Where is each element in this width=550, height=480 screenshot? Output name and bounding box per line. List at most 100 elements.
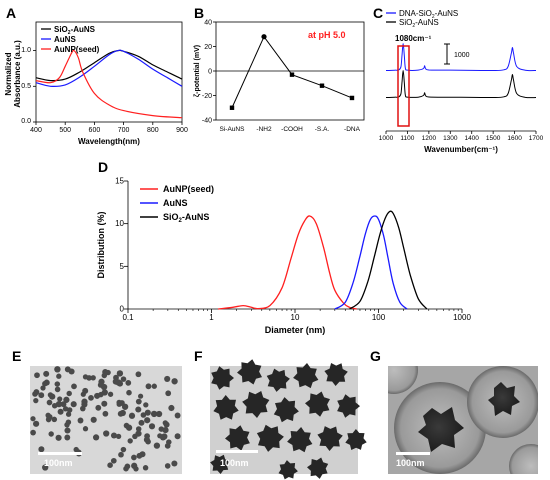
tem-gold-nanoparticle [80,405,86,412]
panel-d-ytick-3: 15 [115,177,124,186]
tem-gold-nanoparticle [116,399,122,406]
panel-a-xtick-1: 500 [59,127,71,134]
tem-gold-nanoparticle [40,385,46,391]
tem-gold-nanoparticle [51,402,58,409]
tem-gold-nanoparticle [57,396,63,402]
tem-gold-nanoparticle [135,426,142,432]
tem-gold-nanoparticle [95,404,102,411]
tem-gold-nanoparticle [116,380,124,387]
panel-a-legend-label-2: AuNP(seed) [54,45,100,54]
tem-gold-nanoparticle [97,382,104,388]
panel-d: D 0 5 10 15 0.1 1 10 100 1000 Diameter (… [96,159,471,335]
panel-a-xtick-3: 700 [118,127,130,134]
tem-gold-nanoparticle [135,430,142,437]
tem-gold-nanoparticle [32,420,40,427]
tem-gold-nanostar [266,368,290,392]
panel-b-ytick-3: 20 [204,44,212,51]
tem-silica-sphere [509,444,538,474]
panel-b-ylabel: ζ-potential (mV) [194,45,201,97]
panel-b-ticks [213,21,216,121]
tem-gold-nanoparticle [64,434,71,441]
tem-gold-nanostar [210,454,230,474]
tem-gold-nanoparticle [107,391,114,397]
tem-gold-nanoparticle [110,457,117,464]
panel-b-point [229,105,235,110]
tem-gold-nanoparticle [144,409,151,416]
tem-gold-nanoparticle [168,404,175,412]
panel-c-xtick-7: 1700 [529,135,544,142]
tem-gold-nanoparticle [54,381,61,387]
tem-gold-nanoparticle [38,446,45,453]
panel-c-lines [385,42,537,99]
tem-gold-nanoparticle [121,403,129,410]
tem-silica-sphere [388,366,418,394]
tem-gold-nanoparticle [54,386,61,393]
tem-gold-nanoparticle [115,433,122,440]
panel-a-lines [35,49,183,119]
tem-gold-nanoparticle [77,417,84,424]
panel-c: C 1080cm⁻¹ 1000 1000 1100 1200 1300 1400… [373,5,544,154]
panel-b-point [319,83,325,88]
tem-gold-nanoparticle [171,378,178,385]
panel-e-scale-bar [38,452,82,455]
panel-c-xtick-1: 1100 [400,135,414,142]
tem-gold-nanoparticle [164,463,171,469]
tem-gold-nanoparticle [135,406,142,413]
tem-gold-nanoparticle [155,410,163,418]
tem-gold-nanoparticle [42,464,49,471]
tem-gold-nanoparticle [126,389,132,396]
tem-gold-nanoparticle [118,451,124,458]
tem-gold-nanoparticle [103,430,110,437]
panel-b: B 40 20 0 -20 -40 ζ-potential (mV) at pH… [194,5,365,133]
panel-c-scale-label: 1000 [454,52,470,59]
tem-gold-nanoparticle [57,408,64,415]
panel-a-xlabel: Wavelength(nm) [78,137,140,146]
tem-gold-nanostar [324,363,348,386]
tem-gold-nanoparticle [43,379,50,386]
tem-gold-nanoparticle [144,417,151,424]
panel-g: G 100nm [370,348,538,474]
panel-a-xtick-0: 400 [30,127,42,134]
panel-a-xtick-5: 900 [176,127,188,134]
tem-gold-nanoparticle [153,442,161,449]
panel-d-xtick-3: 100 [372,313,386,322]
tem-gold-nanoparticle [133,466,139,472]
tem-gold-nanoparticle [142,465,149,471]
panel-c-xtick-3: 1300 [443,135,458,142]
tem-gold-nanoparticle [150,410,158,418]
tem-gold-nanoparticle [82,426,89,432]
tem-gold-nanoparticle [138,393,144,399]
tem-gold-nanoparticle [33,397,39,404]
panel-d-xlabel: Diameter (nm) [265,325,326,335]
panel-a-letter: A [6,5,16,21]
tem-gold-nanoparticle [174,433,181,440]
tem-gold-nanoparticle [120,376,127,382]
panel-c-spectrum-line [385,42,537,72]
panel-c-xtick-6: 1600 [507,135,522,142]
panel-a-ytick-0: 0.0 [21,118,31,125]
tem-gold-nanoparticle [145,383,152,390]
tem-gold-nanoparticle [90,416,97,423]
tem-gold-nanoparticle [65,411,72,417]
panel-f-letter: F [194,348,203,364]
panel-d-lines [218,210,428,310]
panel-f-scale-bar [216,450,258,453]
tem-gold-nanoparticle [101,400,108,407]
tem-gold-nanostar [345,429,367,450]
tem-gold-nanoparticle [127,438,133,444]
tem-gold-nanoparticle [165,390,172,397]
panel-d-letter: D [98,159,108,175]
tem-gold-nanoparticle [55,434,62,441]
tem-gold-nanoparticle [157,433,163,439]
panel-b-point [289,72,295,77]
panel-b-category-2: -COOH [281,126,303,133]
panel-d-legend-label-1: AuNS [163,198,188,208]
panel-b-annotation: at pH 5.0 [308,30,346,40]
tem-gold-nanoparticle [63,396,70,403]
tem-gold-nanoparticle [88,395,94,401]
tem-gold-nanoparticle [102,368,109,376]
tem-gold-nanoparticle [71,383,77,390]
panel-g-letter: G [370,348,381,364]
panel-e: E 100nm [12,348,182,474]
